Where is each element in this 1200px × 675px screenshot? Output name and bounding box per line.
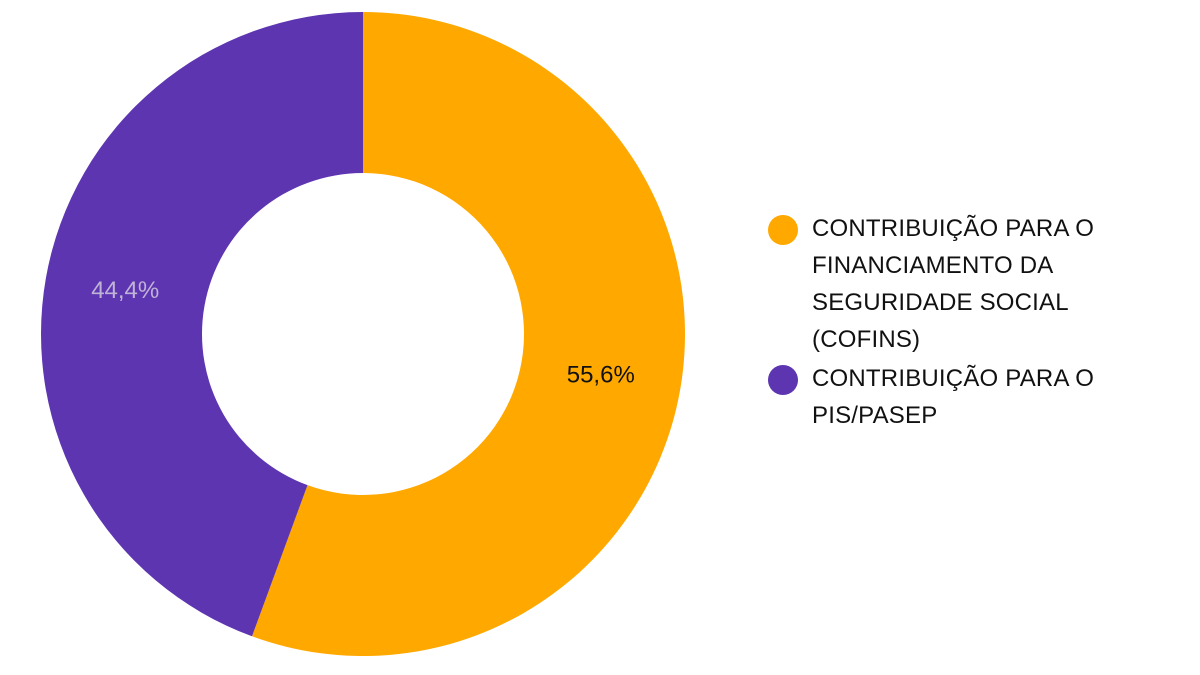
legend-swatch-pis-pasep [768,365,798,395]
legend-swatch-cofins [768,215,798,245]
legend-item-cofins[interactable]: CONTRIBUIÇÃO PARA O FINANCIAMENTO DA SEG… [768,210,1168,358]
slice-labels-group: 55,6% 44,4% [91,277,635,389]
legend: CONTRIBUIÇÃO PARA O FINANCIAMENTO DA SEG… [768,210,1168,436]
slice-0[interactable] [252,12,686,656]
slice-1[interactable] [41,12,364,637]
legend-label-pis-pasep: CONTRIBUIÇÃO PARA O PIS/PASEP [812,365,1095,429]
legend-label-cofins: CONTRIBUIÇÃO PARA O FINANCIAMENTO DA SEG… [812,215,1095,353]
slice-label-0: 55,6% [567,362,635,389]
slice-label-1: 44,4% [91,277,159,304]
legend-item-pis-pasep[interactable]: CONTRIBUIÇÃO PARA O PIS/PASEP [768,360,1168,434]
slices-group [41,12,686,656]
